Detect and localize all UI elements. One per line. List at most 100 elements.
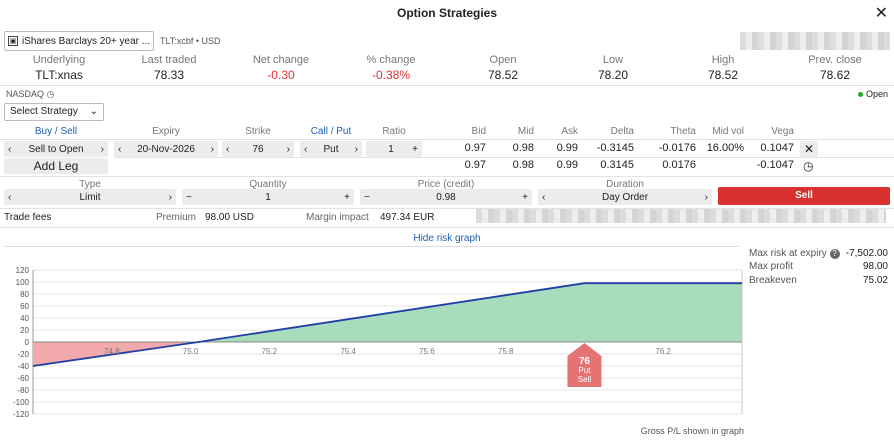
x-tick-label: 75.8 xyxy=(498,347,514,356)
quote-net-change: -0.30 xyxy=(267,68,295,82)
clock-icon: ◷ xyxy=(803,159,814,173)
order-type-label: Type xyxy=(79,179,101,190)
header-ask: Ask xyxy=(561,126,578,137)
x-tick-label: 75.2 xyxy=(262,347,278,356)
header-mid-vol: Mid vol xyxy=(712,126,744,137)
chevron-right-icon: › xyxy=(704,191,708,203)
leg-mid: 0.98 xyxy=(512,142,534,154)
y-tick-label: -60 xyxy=(17,374,29,383)
quote-last-traded: 78.33 xyxy=(153,68,185,82)
header-expiry: Expiry xyxy=(152,126,180,137)
total-ask: 0.99 xyxy=(556,159,578,171)
quote-header: Prev. close xyxy=(808,54,862,66)
strike-stepper[interactable]: ‹ 76 › xyxy=(222,141,294,157)
max-profit-value: 98.00 xyxy=(862,261,888,272)
y-tick-label: -40 xyxy=(17,362,29,371)
quote-prev-close: 78.62 xyxy=(819,68,851,82)
price-stepper[interactable]: −0.98 + xyxy=(360,189,532,205)
y-tick-label: -120 xyxy=(13,410,30,419)
divider xyxy=(0,208,894,209)
quote-header: % change xyxy=(366,54,416,66)
status-dot-icon xyxy=(857,92,863,97)
plus-icon: + xyxy=(344,191,350,203)
window-title: Option Strategies xyxy=(396,6,497,20)
buy-sell-stepper[interactable]: ‹ Sell to Open › xyxy=(4,141,108,157)
chart-footnote: Gross P/L shown in graph xyxy=(640,426,744,436)
header-buy-sell: Buy / Sell xyxy=(34,126,78,137)
total-mid: 0.98 xyxy=(512,159,534,171)
quantity-stepper[interactable]: −1 + xyxy=(182,189,354,205)
quote-header: Open xyxy=(489,54,517,66)
hide-risk-graph-link[interactable]: Hide risk graph xyxy=(413,233,481,244)
minus-icon: − xyxy=(364,191,370,203)
x-tick-label: 76.2 xyxy=(655,347,671,356)
chevron-left-icon: ‹ xyxy=(226,143,230,155)
add-leg-button[interactable]: Add Leg xyxy=(4,158,108,174)
divider xyxy=(4,246,739,247)
sell-button[interactable]: Sell xyxy=(718,187,890,205)
breakeven-value: 75.02 xyxy=(862,275,888,286)
y-tick-label: 0 xyxy=(25,338,30,347)
exchange-label: NASDAQ ◷ xyxy=(6,89,55,99)
header-mid: Mid xyxy=(517,126,534,137)
margin-label: Margin impact xyxy=(306,212,369,223)
blurred-region xyxy=(740,32,890,50)
instrument-name: iShares Barclays 20+ year ... xyxy=(22,35,151,47)
minus-icon: − xyxy=(186,191,192,203)
margin-value: 497.34 EUR xyxy=(380,212,435,223)
profit-area xyxy=(198,283,742,342)
leg-vega: 0.1047 xyxy=(760,142,794,154)
quote-open: 78.52 xyxy=(487,68,519,82)
strike-marker-label: 76 xyxy=(579,356,591,367)
total-delta: 0.3145 xyxy=(600,159,634,171)
clock-icon: ◷ xyxy=(46,89,55,99)
risk-graph: 120 100 80 60 40 20 0 -20 -40 -60 -80 -100 -120 74.8 7… xyxy=(13,266,743,419)
header-strike: Strike xyxy=(245,126,271,137)
max-risk-label: Max risk at expiry ? xyxy=(749,248,840,259)
total-bid: 0.97 xyxy=(464,159,486,171)
max-risk-value: -7,502.00 xyxy=(845,248,888,259)
call-put-stepper[interactable]: ‹ Put › xyxy=(300,141,362,157)
y-tick-label: 80 xyxy=(20,290,29,299)
total-vega: -0.1047 xyxy=(756,159,794,171)
expiry-stepper[interactable]: ‹ 20-Nov-2026 › xyxy=(114,141,218,157)
premium-label: Premium xyxy=(156,212,197,223)
strike-marker xyxy=(567,343,602,387)
header-call-put: Call / Put xyxy=(310,126,352,137)
strike-marker-label: Sell xyxy=(578,375,592,384)
chevron-right-icon: › xyxy=(354,143,358,155)
pl-line xyxy=(32,282,742,367)
quote-header: Underlying xyxy=(32,54,86,66)
divider xyxy=(0,85,894,86)
y-tick-label: 60 xyxy=(20,302,29,311)
remove-leg-icon[interactable]: ✕ xyxy=(800,141,818,157)
quote-header: Low xyxy=(602,54,624,66)
header-delta: Delta xyxy=(610,126,634,137)
ratio-stepper[interactable]: 1 + xyxy=(366,141,422,157)
close-icon[interactable]: ✕ xyxy=(874,5,888,22)
order-duration-label: Duration xyxy=(606,179,644,190)
help-icon: ? xyxy=(829,249,840,259)
chevron-left-icon: ‹ xyxy=(118,143,122,155)
instrument-selector[interactable]: ▣ iShares Barclays 20+ year ... xyxy=(4,31,154,51)
trade-fees-label: Trade fees xyxy=(4,212,52,223)
order-type-stepper[interactable]: ‹ Limit › xyxy=(4,189,176,205)
x-tick-label: 74.8 xyxy=(104,347,120,356)
quote-pct-change: -0.38% xyxy=(371,68,411,82)
leg-theta: -0.0176 xyxy=(658,142,696,154)
chevron-down-icon: ⌄ xyxy=(89,106,98,117)
quote-underlying: TLT:xnas xyxy=(35,68,83,82)
chevron-right-icon: › xyxy=(168,191,172,203)
blurred-region xyxy=(476,209,886,223)
order-price-label: Price (credit) xyxy=(417,179,475,190)
divider xyxy=(114,157,894,158)
leg-delta: -0.3145 xyxy=(596,142,634,154)
header-vega: Vega xyxy=(771,126,794,137)
quote-high: 78.52 xyxy=(707,68,739,82)
strategy-select[interactable]: Select Strategy ⌄ xyxy=(4,103,104,121)
y-tick-label: -100 xyxy=(13,398,30,407)
y-tick-label: -80 xyxy=(17,386,29,395)
header-bid: Bid xyxy=(471,126,486,137)
duration-stepper[interactable]: ‹ Day Order › xyxy=(538,189,712,205)
chevron-left-icon: ‹ xyxy=(8,191,12,203)
